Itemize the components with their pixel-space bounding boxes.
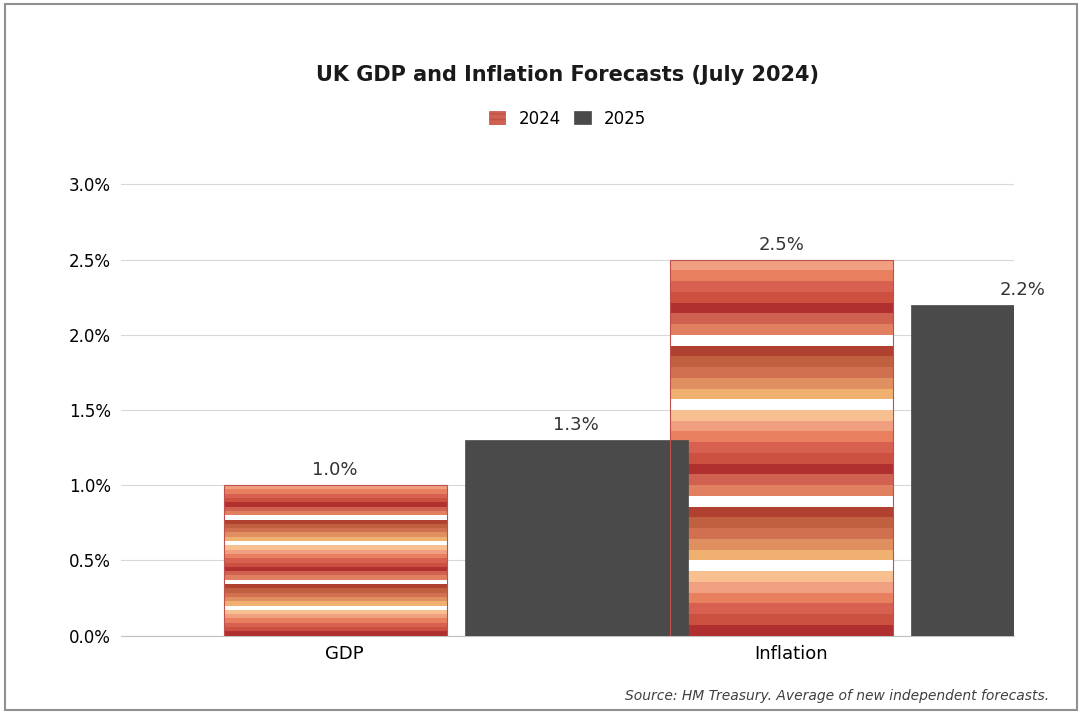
Bar [670,303,894,313]
Bar [670,442,894,453]
Bar [670,367,894,378]
Bar [224,623,447,627]
Bar [224,563,447,567]
Bar [670,260,894,271]
Bar [224,490,447,494]
Bar [670,550,894,560]
Bar [224,537,447,541]
Bar [224,503,447,507]
Bar [670,474,894,486]
Bar [670,388,894,399]
Bar [670,539,894,550]
Text: Source: HM Treasury. Average of new independent forecasts.: Source: HM Treasury. Average of new inde… [625,689,1050,703]
Bar [224,524,447,528]
Bar [224,533,447,537]
Bar [670,463,894,474]
Bar [670,603,894,614]
Bar [670,496,894,507]
Bar [224,486,447,635]
Bar [224,614,447,618]
Bar [670,271,894,281]
Bar [224,550,447,554]
Text: 2.5%: 2.5% [758,236,805,253]
Bar [224,618,447,623]
Bar [224,498,447,503]
Bar [670,507,894,518]
Bar [670,453,894,463]
Bar [224,610,447,614]
Bar [224,541,447,545]
Bar [224,507,447,511]
Bar [224,520,447,524]
Bar [224,597,447,601]
Bar [670,421,894,431]
Bar [670,528,894,539]
Bar [670,378,894,388]
Bar [670,346,894,356]
Bar [464,440,688,635]
Bar [224,554,447,558]
Bar [224,494,447,498]
Text: 1.0%: 1.0% [313,461,358,479]
Bar [224,528,447,533]
Text: 1.3%: 1.3% [554,416,599,434]
Bar [224,605,447,610]
Text: 2.2%: 2.2% [1000,281,1046,298]
Bar [670,614,894,625]
Bar [224,511,447,516]
Bar [224,571,447,575]
Bar [670,486,894,496]
Bar [670,571,894,582]
Bar [224,627,447,631]
Bar [670,582,894,593]
Bar [224,545,447,550]
Bar [224,593,447,597]
Bar [224,631,447,635]
Bar [670,518,894,528]
Title: UK GDP and Inflation Forecasts (July 2024): UK GDP and Inflation Forecasts (July 202… [316,65,819,85]
Bar [670,399,894,410]
Bar [670,625,894,635]
Bar [224,558,447,563]
Bar [670,324,894,335]
Bar [670,410,894,421]
Bar [224,486,447,490]
Bar [670,560,894,571]
Bar [670,431,894,442]
Bar [224,516,447,520]
Bar [670,335,894,346]
Bar [224,601,447,605]
Bar [224,575,447,580]
Bar [224,567,447,571]
Bar [224,588,447,593]
Bar [911,305,1082,635]
Bar [224,584,447,588]
Bar [224,580,447,584]
Bar [670,313,894,324]
Bar [670,260,894,635]
Bar [670,281,894,292]
Legend: 2024, 2025: 2024, 2025 [481,103,654,134]
Bar [670,593,894,603]
Bar [670,356,894,367]
Bar [670,292,894,303]
